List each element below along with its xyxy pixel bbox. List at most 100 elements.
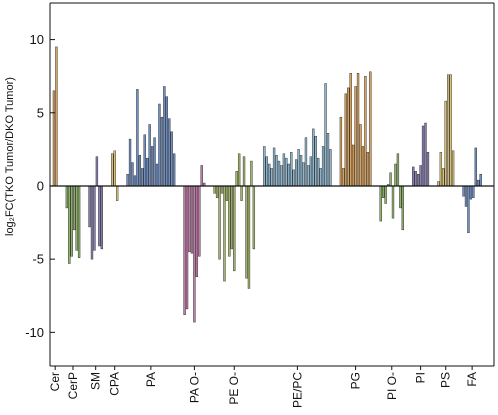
bar-pg-11 — [366, 152, 370, 187]
bar-pe-pc-1 — [265, 156, 268, 187]
x-tick-label-fa: FA — [465, 372, 479, 387]
bar-ps-6 — [451, 150, 455, 187]
bars-layer — [52, 46, 482, 323]
bar-pe-pc-13 — [294, 159, 298, 187]
axes-layer — [49, 2, 495, 370]
bar-pa-7 — [143, 134, 146, 187]
bar-sm-2 — [93, 185, 96, 251]
bar-pe-pc-4 — [272, 147, 276, 187]
bar-fa-3 — [469, 185, 473, 200]
bar-pa-o--0 — [183, 185, 186, 315]
bar-pe-pc-12 — [292, 169, 295, 187]
bar-pg-8 — [359, 124, 362, 187]
bar-pe-pc-2 — [268, 163, 271, 187]
bar-cpa-2 — [115, 185, 119, 201]
bar-pa-19 — [172, 153, 176, 187]
bar-pe-pc-24 — [321, 146, 325, 187]
bar-pi-3 — [419, 165, 422, 187]
bar-pi-1 — [414, 171, 417, 187]
bar-pe-pc-21 — [314, 135, 317, 187]
bar-pi-5 — [424, 122, 427, 187]
bar-pe-pc-20 — [312, 128, 315, 187]
bar-pa-3 — [133, 175, 137, 187]
bar-pe-pc-14 — [297, 149, 300, 187]
bar-ps-1 — [439, 152, 443, 187]
bar-pe-o--16 — [252, 185, 256, 250]
bar-pg-1 — [342, 168, 345, 187]
bar-fa-6 — [477, 179, 480, 187]
bar-pa-18 — [170, 131, 173, 187]
bar-pe-o--0 — [213, 185, 216, 194]
bar-pi-o--6 — [394, 163, 397, 187]
bar-pa-14 — [160, 116, 164, 187]
bar-ps-4 — [447, 74, 450, 187]
bar-pe-o--5 — [225, 185, 229, 201]
y-tick-label-0: 0 — [37, 178, 44, 193]
bar-pi-0 — [412, 166, 415, 187]
x-tick-label-pg: PG — [349, 372, 363, 389]
y-tick-label-10: 10 — [30, 32, 44, 47]
bar-cpa-0 — [111, 153, 114, 187]
bar-pe-o--4 — [223, 185, 226, 282]
bar-fa-5 — [474, 147, 477, 187]
x-tick-label-pi: PI — [414, 372, 428, 383]
bar-pa-9 — [148, 124, 151, 187]
bar-pa-o--7 — [200, 165, 203, 187]
bar-cerp-0 — [65, 185, 69, 209]
bar-pa-o--1 — [185, 185, 189, 310]
bar-pa-1 — [128, 138, 132, 187]
x-tick-label-pa: PA — [144, 372, 158, 387]
x-tick-label-cer: Cer — [48, 372, 62, 391]
x-tick-label-cerp: CerP — [66, 372, 80, 399]
bar-pa-10 — [150, 146, 154, 187]
bar-pe-pc-26 — [326, 133, 330, 187]
bar-pe-pc-10 — [287, 163, 290, 187]
bar-fa-0 — [462, 185, 465, 197]
bar-pg-9 — [361, 146, 365, 187]
bar-pa-15 — [163, 86, 166, 187]
bar-pe-o--9 — [235, 171, 238, 187]
x-tick-label-pe-o-: PE O- — [227, 372, 241, 405]
bar-pg-7 — [356, 73, 360, 187]
bar-pe-o--10 — [237, 153, 241, 187]
bar-pi-o--9 — [401, 185, 404, 231]
bar-pi-o--4 — [389, 172, 392, 187]
bar-pi-4 — [421, 125, 425, 187]
y-tick-label--10: -10 — [25, 325, 44, 340]
bar-cerp-2 — [70, 185, 73, 257]
y-tick-label-5: 5 — [37, 105, 44, 120]
bar-pa-12 — [155, 163, 159, 187]
bar-ps-5 — [449, 74, 452, 187]
bar-pe-pc-11 — [290, 152, 293, 187]
bar-sm-1 — [90, 185, 94, 260]
y-axis-title: log₂FC(TKO Tumor/DKO Tumor) — [4, 77, 16, 236]
bar-pe-o--8 — [233, 185, 236, 272]
bar-sm-0 — [88, 185, 91, 228]
bar-pi-2 — [416, 174, 420, 187]
bar-pg-10 — [364, 75, 367, 187]
bar-pe-pc-25 — [324, 83, 327, 187]
bar-cerp-3 — [73, 185, 76, 231]
bar-pg-0 — [339, 116, 343, 187]
bar-pi-o--2 — [384, 185, 387, 204]
bar-pa-o--4 — [193, 185, 196, 323]
bar-pe-pc-18 — [307, 165, 310, 187]
x-tick-label-pi-o-: PI O- — [385, 372, 399, 400]
bar-pa-o--5 — [195, 185, 199, 277]
bar-pi-6 — [426, 152, 430, 187]
bar-ps-2 — [442, 168, 445, 187]
bar-cerp-4 — [75, 185, 78, 251]
bar-pe-pc-3 — [270, 168, 273, 187]
bar-pe-pc-23 — [319, 168, 322, 187]
bar-pe-pc-8 — [282, 153, 286, 187]
bar-pe-pc-17 — [304, 137, 308, 187]
bar-pe-o--2 — [218, 185, 221, 260]
bar-pg-4 — [349, 73, 352, 187]
bar-pa-o--3 — [190, 185, 194, 254]
bar-pa-16 — [165, 96, 168, 187]
bar-cpa-1 — [113, 150, 116, 187]
bar-pe-o--6 — [228, 185, 231, 257]
x-tick-label-pe-pc: PE/PC — [290, 372, 304, 408]
bar-fa-1 — [464, 185, 468, 207]
bar-pe-pc-0 — [263, 146, 266, 187]
